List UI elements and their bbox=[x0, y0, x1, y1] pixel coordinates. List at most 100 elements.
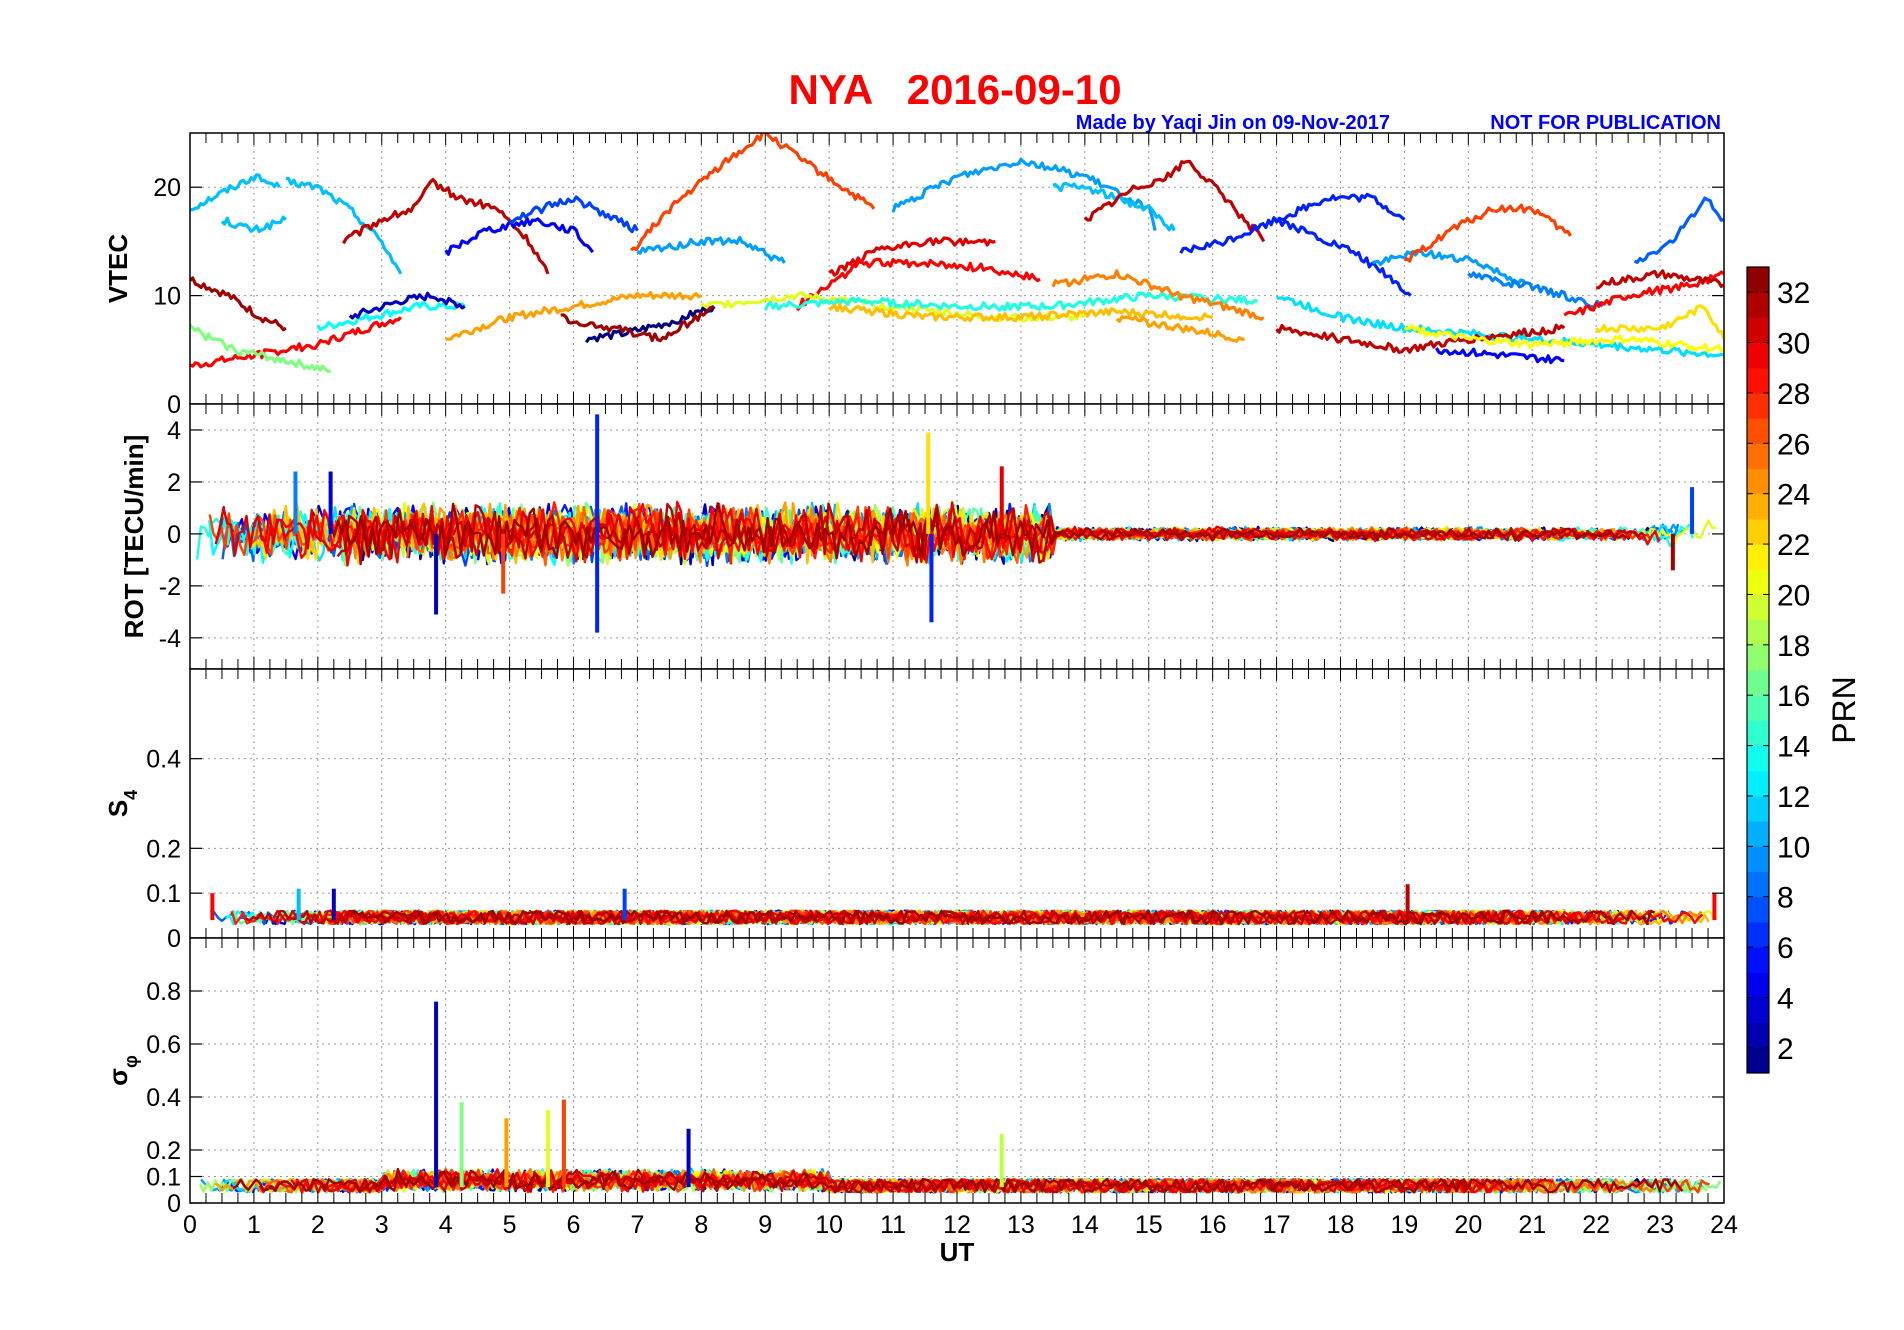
s4-trace-prn-32 bbox=[349, 909, 1656, 926]
x-tick-label: 19 bbox=[1391, 1211, 1419, 1239]
y-tick-label: 2 bbox=[167, 469, 181, 497]
x-tick-label: 2 bbox=[311, 1211, 325, 1239]
y-tick-label: 0.4 bbox=[146, 1084, 181, 1112]
x-tick-label: 17 bbox=[1263, 1211, 1291, 1239]
colorbar-segment bbox=[1747, 594, 1769, 621]
vtec-series-prn-11 bbox=[190, 173, 281, 212]
colorbar-segment bbox=[1747, 745, 1769, 772]
vtec-series-prn-5 bbox=[1435, 347, 1565, 365]
vtec-series-prn-31 bbox=[1083, 159, 1266, 243]
colorbar-tick-label: 14 bbox=[1777, 731, 1810, 764]
colorbar-segment bbox=[1747, 292, 1769, 318]
colorbar-tick-label: 18 bbox=[1777, 630, 1810, 663]
y-tick-label: 0.1 bbox=[146, 1164, 181, 1192]
vtec-series-prn-11 bbox=[1052, 181, 1176, 232]
x-tick-label: 24 bbox=[1710, 1211, 1738, 1239]
x-tick-label: 3 bbox=[375, 1211, 389, 1239]
y-tick-label: 4 bbox=[167, 417, 181, 445]
vtec-series-prn-24 bbox=[445, 291, 702, 341]
x-tick-label: 12 bbox=[943, 1211, 971, 1239]
y-axis-label-vtec: VTEC bbox=[103, 234, 133, 304]
y-tick-label: 0.6 bbox=[146, 1031, 181, 1059]
data-s4 bbox=[210, 884, 1718, 926]
x-tick-label: 23 bbox=[1646, 1211, 1674, 1239]
colorbar-segment bbox=[1747, 770, 1769, 797]
colorbar-segment bbox=[1747, 795, 1769, 822]
colorbar-segment bbox=[1747, 896, 1769, 923]
colorbar-segment bbox=[1747, 644, 1769, 671]
x-tick-label: 11 bbox=[880, 1211, 906, 1239]
colorbar-segment bbox=[1747, 443, 1769, 469]
colorbar-segment bbox=[1747, 493, 1769, 520]
vtec-series-prn-32 bbox=[560, 304, 715, 343]
x-tick-label: 16 bbox=[1199, 1211, 1227, 1239]
y-axis-label-s4: S4 bbox=[103, 790, 141, 817]
vtec-series-prn-31 bbox=[1596, 269, 1724, 290]
colorbar-tick-label: 24 bbox=[1777, 479, 1810, 512]
vtec-series-prn-6 bbox=[1179, 192, 1406, 254]
colorbar-segment bbox=[1747, 518, 1769, 545]
x-tick-label: 8 bbox=[694, 1211, 708, 1239]
y-tick-label: 0.2 bbox=[146, 835, 181, 863]
colorbar-segment bbox=[1747, 670, 1769, 696]
colorbar-segment bbox=[1747, 267, 1769, 293]
vtec-series-prn-9 bbox=[1467, 271, 1604, 309]
x-tick-label: 22 bbox=[1582, 1211, 1610, 1239]
vtec-series-prn-22 bbox=[1594, 304, 1724, 340]
vtec-series-prn-11 bbox=[285, 176, 403, 275]
s4-trace-prn-31 bbox=[244, 909, 1551, 926]
colorbar-segment bbox=[1747, 569, 1769, 595]
chart-title: NYA 2016-09-10 bbox=[788, 66, 1121, 113]
sigma_phi-trace-prn-32 bbox=[232, 1167, 1684, 1194]
colorbar-tick-label: 20 bbox=[1777, 579, 1810, 612]
colorbar-segment bbox=[1747, 544, 1769, 570]
vtec-series-prn-13 bbox=[316, 301, 466, 332]
y-axis-label-sigma_phi: σφ bbox=[103, 1055, 141, 1086]
x-tick-label: 4 bbox=[439, 1211, 453, 1239]
vtec-series-prn-32 bbox=[190, 276, 287, 332]
vtec-series-prn-30 bbox=[828, 236, 996, 277]
colorbar-segment bbox=[1747, 1022, 1769, 1049]
vtec-series-prn-25 bbox=[1051, 269, 1265, 321]
vtec-series-prn-29 bbox=[796, 257, 1041, 312]
colorbar-segment bbox=[1747, 921, 1769, 948]
y-tick-label: 0 bbox=[167, 925, 181, 953]
vtec-series-prn-8 bbox=[1633, 196, 1724, 264]
colorbar-segment bbox=[1747, 392, 1769, 419]
vtec-series-prn-29 bbox=[1563, 270, 1724, 317]
vtec-series-prn-23 bbox=[828, 302, 1213, 323]
colorbar-segment bbox=[1747, 342, 1769, 369]
colorbar-label: PRN bbox=[1826, 676, 1862, 744]
vtec-series-prn-3 bbox=[348, 291, 466, 320]
colorbar-segment bbox=[1747, 947, 1769, 973]
colorbar-segment bbox=[1747, 468, 1769, 495]
y-tick-label: 0.1 bbox=[146, 880, 181, 908]
vtec-series-prn-21 bbox=[1404, 324, 1724, 353]
y-tick-label: 0 bbox=[167, 521, 181, 549]
x-tick-label: 20 bbox=[1454, 1211, 1482, 1239]
colorbar-tick-label: 8 bbox=[1777, 882, 1794, 915]
colorbar-segment bbox=[1747, 972, 1769, 998]
y-axis-label-rot: ROT [TECU/min] bbox=[119, 435, 149, 639]
y-tick-label: -4 bbox=[159, 625, 181, 653]
vtec-series-prn-17 bbox=[190, 323, 331, 374]
x-tick-label: 1 bbox=[247, 1211, 261, 1239]
colorbar-tick-label: 16 bbox=[1777, 680, 1810, 713]
y-tick-label: 0 bbox=[167, 391, 181, 419]
y-tick-label: 0.2 bbox=[146, 1137, 181, 1165]
x-axis-label: UT bbox=[940, 1237, 975, 1267]
vtec-series-prn-31 bbox=[1275, 323, 1566, 354]
vtec-series-prn-5 bbox=[444, 216, 594, 256]
x-tick-label: 18 bbox=[1327, 1211, 1355, 1239]
y-tick-label: -2 bbox=[159, 573, 181, 601]
notice-text: NOT FOR PUBLICATION bbox=[1490, 112, 1721, 134]
vtec-series-prn-14 bbox=[763, 291, 1258, 312]
colorbar-segment bbox=[1747, 821, 1769, 847]
x-tick-label: 7 bbox=[630, 1211, 644, 1239]
colorbar-tick-label: 32 bbox=[1777, 277, 1810, 310]
y-tick-label: 0.8 bbox=[146, 978, 181, 1006]
colorbar-segment bbox=[1747, 1047, 1769, 1074]
